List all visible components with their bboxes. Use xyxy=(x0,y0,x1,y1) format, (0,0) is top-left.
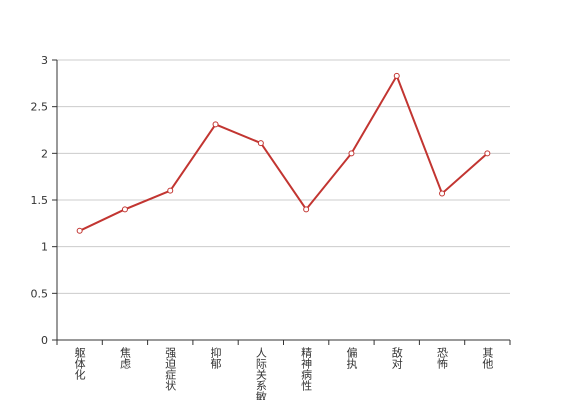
x-tick-label: 偏执 xyxy=(345,346,358,370)
y-tick-label: 3 xyxy=(41,54,48,67)
point xyxy=(484,150,491,157)
y-tick-label: 2.5 xyxy=(31,101,49,114)
point xyxy=(212,121,219,128)
x-tick-label: 躯体化 xyxy=(73,347,86,381)
y-tick-label: 1.5 xyxy=(31,194,49,207)
x-tick-label: 其他 xyxy=(481,347,494,369)
x-tick-label: 焦虑 xyxy=(118,347,131,369)
x-tick-label: 抑郁 xyxy=(209,346,222,369)
y-tick-label: 0.5 xyxy=(31,287,49,300)
y-tick-label: 2 xyxy=(41,147,48,160)
point xyxy=(257,140,264,147)
x-tick-label: 恐怖 xyxy=(436,347,449,369)
x-tick-label: 精神病性 xyxy=(300,347,313,392)
point xyxy=(167,187,174,194)
x-tick-label: 强迫症状 xyxy=(164,347,177,391)
point xyxy=(439,190,446,197)
line xyxy=(79,73,489,232)
y-tick-label: 1 xyxy=(41,241,48,254)
point xyxy=(348,150,355,157)
y-tick-label: 0 xyxy=(41,334,48,347)
point xyxy=(393,72,400,79)
point xyxy=(76,227,83,234)
x-tick-label: 敌对 xyxy=(390,346,403,369)
x-tick-label: 人际关系敏感 xyxy=(254,347,267,400)
point xyxy=(121,206,128,213)
point xyxy=(303,206,310,213)
